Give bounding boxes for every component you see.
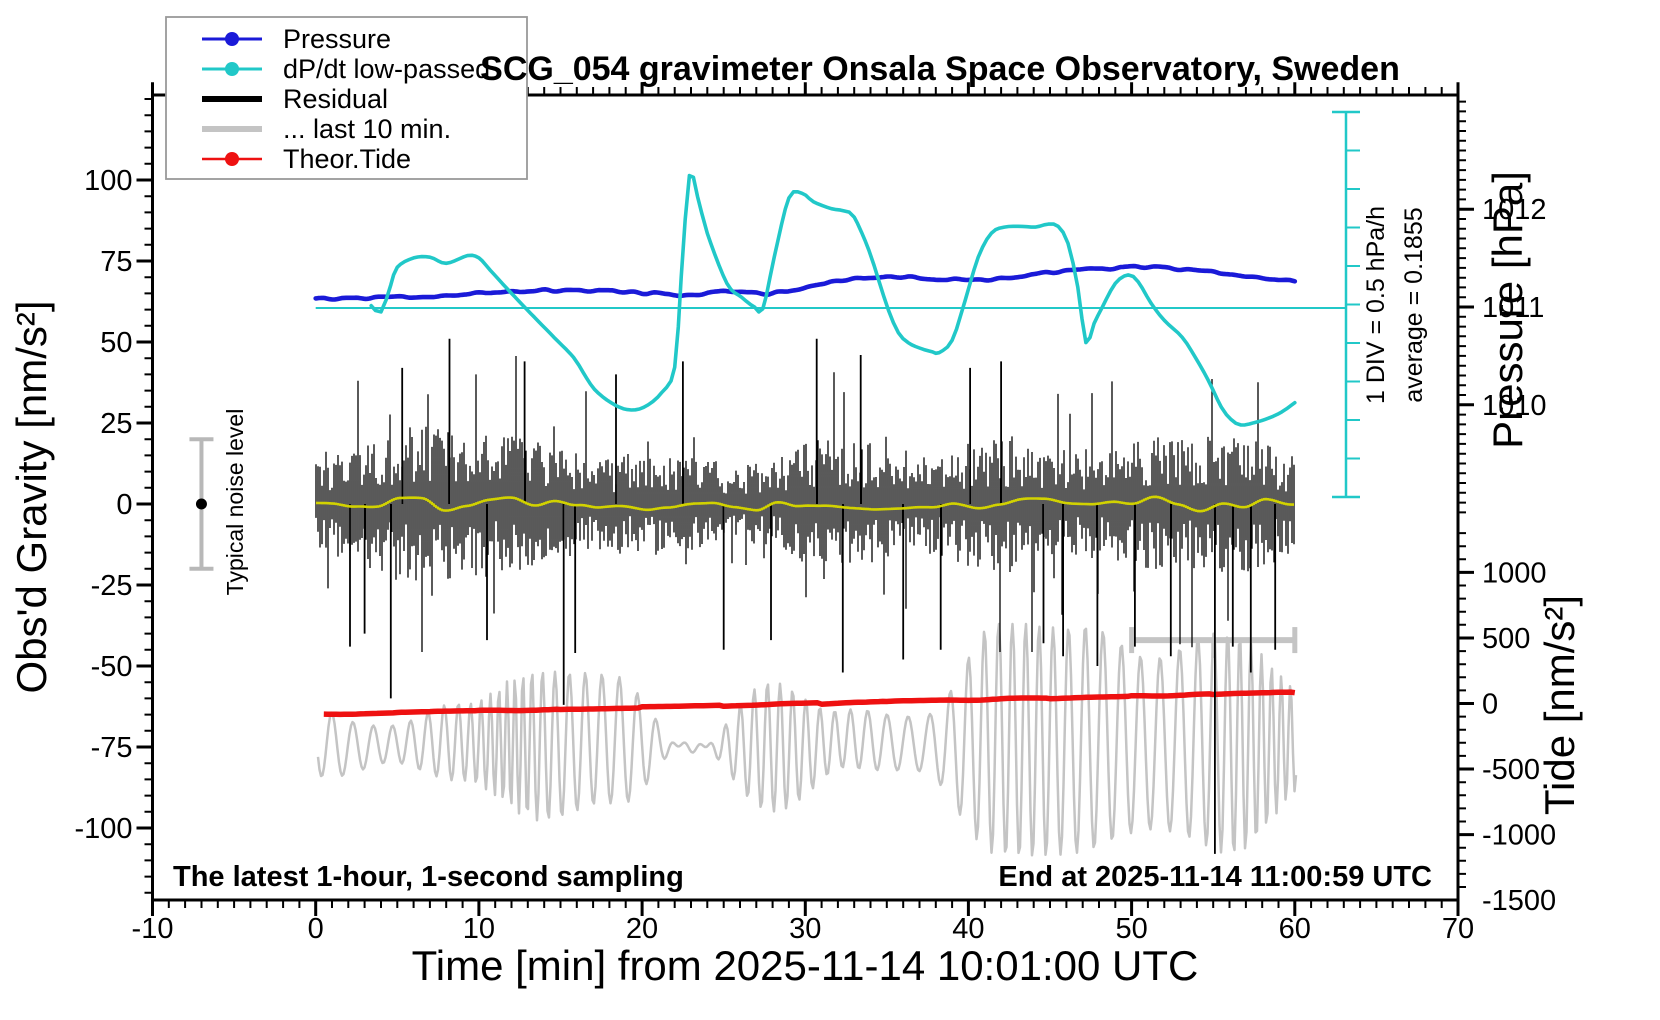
- gravity-tick-label: -25: [91, 570, 133, 602]
- legend-item-label: Residual: [283, 84, 388, 114]
- noise-level-note: Typical noise level: [222, 409, 248, 596]
- gravity-tick-label: 100: [84, 165, 132, 197]
- pressure-tick-label: 1012: [1482, 194, 1547, 226]
- series-layer: [313, 173, 1346, 857]
- legend-item-label: Theor.Tide: [283, 144, 411, 174]
- legend-dot-sample: [225, 152, 239, 166]
- x-tick-label: 50: [1115, 913, 1147, 945]
- noise-marker-dot: [195, 498, 207, 510]
- legend-item-label: ... last 10 min.: [283, 114, 451, 144]
- dpdt-ruler-ticks: [1346, 149, 1360, 460]
- tide-tick-label: -1000: [1482, 820, 1556, 852]
- x-tick-label: 30: [789, 913, 821, 945]
- residual-extreme-spikes: [349, 338, 1277, 854]
- pressure-tick-label: 1011: [1482, 292, 1544, 324]
- legend-item-label: Pressure: [283, 24, 391, 54]
- gravity-tick-label: 50: [100, 327, 132, 359]
- tide-axis-title: Tide [nm/s²]: [1536, 595, 1583, 815]
- pressure-series: [313, 263, 1298, 302]
- residual-lowpass-series: [315, 495, 1294, 513]
- gravity-tick-label: -100: [74, 813, 132, 845]
- x-tick-label: 0: [308, 913, 324, 945]
- gravity-tick-label: 25: [100, 408, 132, 440]
- legend-dot-sample: [225, 32, 239, 46]
- dpdt-series: [369, 173, 1297, 427]
- tide-tick-label: -500: [1482, 754, 1540, 786]
- gravity-tick-label: -50: [91, 651, 133, 683]
- x-axis-title: Time [min] from 2025-11-14 10:01:00 UTC: [412, 942, 1199, 989]
- x-tick-label: 60: [1279, 913, 1311, 945]
- tide-tick-label: 500: [1482, 623, 1530, 655]
- legend-item-label: dP/dt low-passed: [283, 54, 490, 84]
- x-tick-label: 10: [463, 913, 495, 945]
- end-note: End at 2025-11-14 11:00:59 UTC: [998, 861, 1432, 893]
- pressure-axis-title: Pressure [hPa]: [1484, 171, 1531, 449]
- gravity-axis-title: Obs'd Gravity [nm/s²]: [8, 300, 55, 693]
- x-tick-label: 40: [952, 913, 984, 945]
- last10min-series: [316, 622, 1298, 857]
- tide-tick-label: 0: [1482, 689, 1498, 721]
- x-tick-label: 20: [626, 913, 658, 945]
- residual-series: [315, 356, 1295, 652]
- chart-title: SCG_054 gravimeter Onsala Space Observat…: [480, 50, 1400, 88]
- div-scale-note: 1 DIV = 0.5 hPa/h: [1362, 206, 1390, 404]
- axes-layer: -10 0 10 20 30 40 50 60 701007550250-25-50-75-10…: [74, 82, 1556, 945]
- gravity-tick-label: -75: [91, 732, 133, 764]
- gravity-tick-label: 75: [100, 246, 132, 278]
- overlay-layer: [189, 110, 1360, 571]
- legend-dot-sample: [225, 62, 239, 76]
- tide-tick-label: 1000: [1482, 557, 1547, 589]
- theor-tide-series: [323, 689, 1296, 718]
- sampling-note: The latest 1-hour, 1-second sampling: [173, 861, 684, 893]
- pressure-tick-label: 1010: [1482, 390, 1547, 422]
- x-tick-label: 70: [1442, 913, 1474, 945]
- gravity-tick-label: 0: [116, 489, 132, 521]
- x-tick-label: -10: [132, 913, 174, 945]
- tide-tick-label: -1500: [1482, 885, 1556, 917]
- average-note: average = 0.1855: [1400, 207, 1428, 402]
